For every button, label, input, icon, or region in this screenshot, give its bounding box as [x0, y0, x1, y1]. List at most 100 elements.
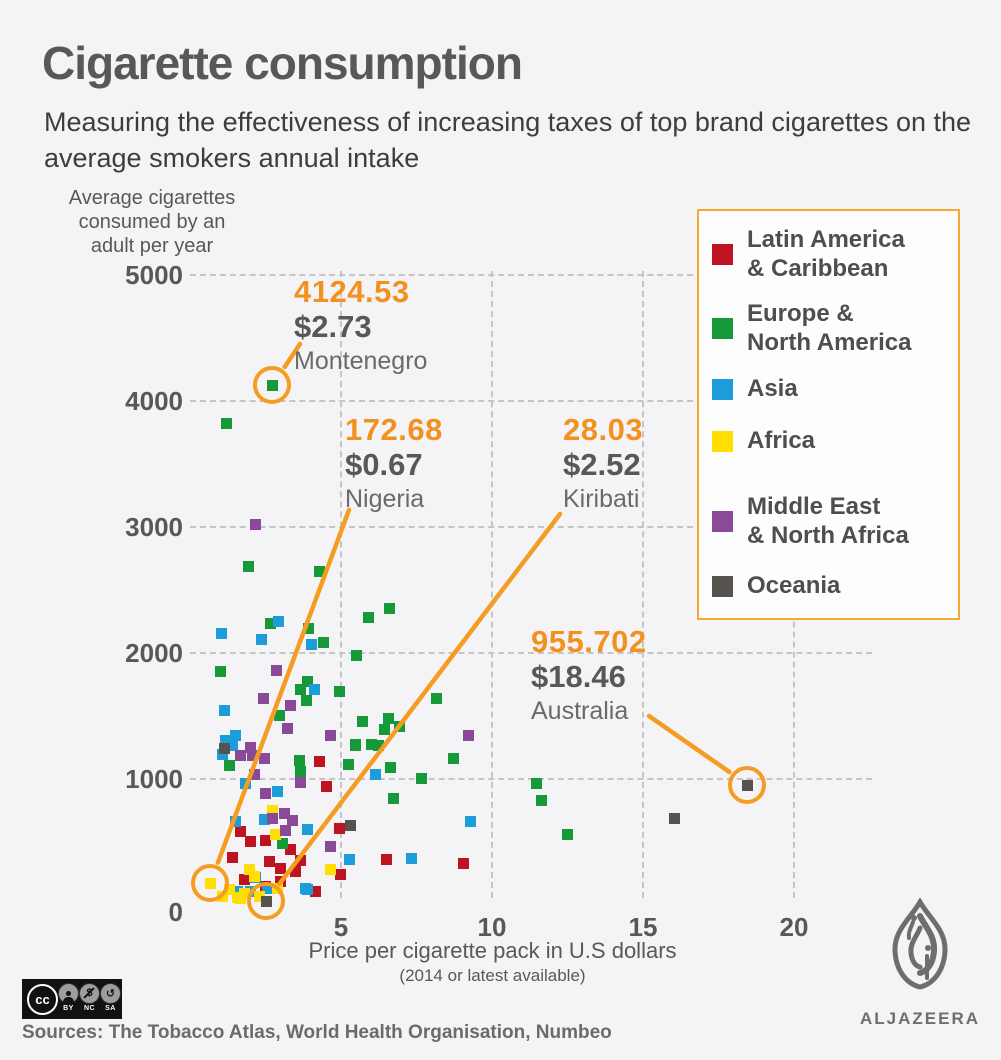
scatter-point-mena — [267, 813, 279, 825]
cc-nc-label: NC — [83, 1004, 96, 1012]
scatter-point-europe_na — [243, 561, 255, 573]
cc-nc-dollar-icon: $ — [79, 982, 100, 1004]
annotation-price: $2.73 — [294, 308, 372, 344]
scatter-point-latam — [264, 856, 276, 868]
scatter-point-latam — [239, 874, 251, 886]
gridline-x-15 — [642, 271, 644, 898]
scatter-point-mena — [295, 776, 307, 788]
scatter-point-oceania — [668, 813, 680, 825]
y-tick-label-4000: 4000 — [125, 386, 183, 416]
scatter-point-asia — [219, 704, 231, 716]
scatter-point-africa — [232, 892, 244, 904]
scatter-point-mena — [235, 749, 247, 761]
y-tick-label-1000: 1000 — [125, 764, 183, 794]
y-tick-label-2000: 2000 — [125, 638, 183, 668]
scatter-point-europe_na — [317, 637, 329, 649]
annotation-country: Kiribati — [563, 484, 640, 513]
scatter-point-europe_na — [430, 692, 442, 704]
scatter-point-asia — [272, 786, 284, 798]
scatter-point-latam — [320, 781, 332, 793]
scatter-point-latam — [310, 886, 322, 897]
scatter-point-mena — [247, 749, 259, 761]
scatter-point-europe_na — [362, 612, 374, 624]
chart-legend: Latin America & Caribbean Europe & North … — [697, 209, 960, 620]
scatter-point-europe_na — [274, 709, 286, 721]
scatter-point-europe_na — [562, 829, 574, 841]
scatter-point-europe_na — [294, 754, 306, 766]
scatter-point-africa — [249, 871, 261, 883]
scatter-point-asia — [308, 683, 320, 695]
cc-sa-label: SA — [105, 1004, 116, 1012]
highlight-ring-montenegro — [253, 366, 292, 405]
annotation-country: Nigeria — [345, 484, 425, 513]
scatter-point-asia — [216, 628, 228, 640]
legend-swatch-asia — [712, 378, 733, 400]
gridline-y-5000 — [190, 274, 872, 276]
legend-swatch-africa — [712, 430, 733, 452]
scatter-point-europe_na — [536, 795, 548, 807]
annotation-montenegro: 4124.53 $2.73 Montenegro — [294, 274, 427, 374]
x-axis-title: Price per cigarette pack in U.S dollars — [308, 938, 677, 963]
scatter-point-latam — [294, 855, 306, 867]
aljazeera-wordmark: ALJAZEERA — [859, 1009, 980, 1028]
scatter-point-asia — [300, 883, 312, 895]
scatter-point-mena — [260, 788, 272, 800]
annotation-price: $18.46 — [531, 658, 626, 694]
annotation-value: 172.68 — [345, 412, 443, 447]
sources-credit: Sources: The Tobacco Atlas, World Health… — [22, 1022, 612, 1043]
scatter-point-mena — [462, 729, 474, 741]
y-axis-title: Average cigarettes consumed by an adult … — [68, 187, 236, 257]
scatter-point-europe_na — [221, 417, 233, 429]
annotation-value: 4124.53 — [294, 274, 410, 309]
highlight-ring-nigeria — [191, 864, 230, 903]
scatter-point-europe_na — [382, 712, 394, 724]
highlight-ring-kiribati — [247, 882, 286, 921]
scatter-point-europe_na — [393, 720, 405, 732]
scatter-point-latam — [227, 852, 239, 864]
page-title: Cigarette consumption — [42, 37, 523, 89]
scatter-point-europe_na — [356, 715, 368, 727]
legend-label-latam: Latin America & Caribbean — [747, 226, 905, 282]
scatter-point-mena — [250, 519, 262, 531]
scatter-point-latam — [380, 854, 392, 866]
annotation-price: $2.52 — [563, 446, 641, 482]
scatter-point-africa — [224, 884, 236, 896]
legend-label-europe_na: Europe & North America — [747, 300, 912, 356]
gridline-y-4000 — [190, 400, 872, 402]
scatter-point-mena — [324, 841, 336, 853]
scatter-point-asia — [405, 853, 417, 865]
legend-label-oceania: Oceania — [747, 572, 841, 599]
scatter-point-mena — [258, 692, 270, 704]
scatter-point-europe_na — [334, 685, 346, 697]
scatter-point-asia — [302, 824, 314, 836]
legend-label-africa: Africa — [747, 427, 816, 454]
scatter-point-asia — [232, 886, 244, 897]
scatter-point-mena — [249, 769, 261, 781]
scatter-point-europe_na — [350, 739, 362, 751]
scatter-point-asia — [464, 816, 476, 828]
scatter-point-europe_na — [301, 694, 313, 706]
scatter-point-europe_na — [342, 758, 354, 770]
annotation-price: $0.67 — [345, 446, 423, 482]
scatter-point-europe_na — [387, 793, 399, 805]
scatter-point-africa — [244, 864, 256, 876]
scatter-point-mena — [280, 825, 292, 837]
scatter-point-africa — [325, 864, 337, 876]
scatter-point-asia — [344, 854, 356, 866]
scatter-point-europe_na — [415, 773, 427, 785]
scatter-point-europe_na — [383, 603, 395, 615]
legend-swatch-latam — [712, 244, 733, 265]
scatter-point-latam — [314, 755, 326, 767]
origin-tick-label: 0 — [168, 897, 183, 927]
legend-label-mena: Middle East & North Africa — [747, 493, 909, 549]
creative-commons-badge: cc BY $ NC ↺ SA — [22, 979, 122, 1019]
scatter-point-mena — [271, 664, 283, 676]
cc-icon: cc — [27, 983, 58, 1015]
scatter-point-europe_na — [372, 739, 384, 751]
page-subtitle: Measuring the effectiveness of increasin… — [44, 107, 972, 174]
scatter-point-europe_na — [379, 723, 391, 735]
scatter-point-latam — [335, 869, 347, 881]
x-tick-label-20: 20 — [779, 912, 809, 942]
scatter-point-europe_na — [351, 650, 363, 662]
